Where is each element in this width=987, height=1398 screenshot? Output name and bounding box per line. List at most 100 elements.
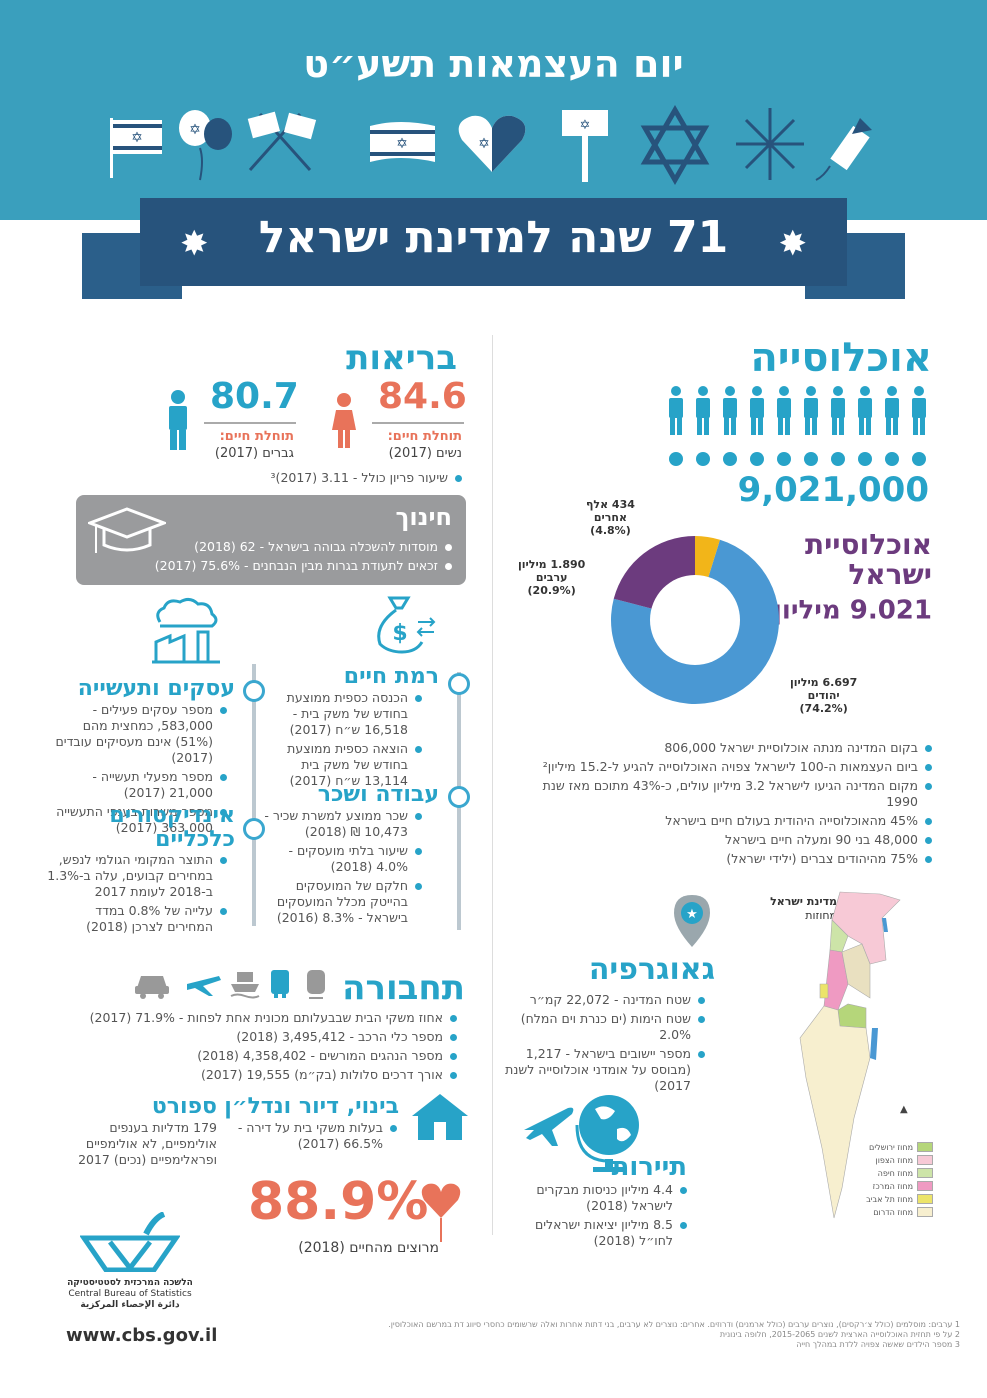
legend-swatch [917, 1168, 933, 1178]
banner-title: 71 שנה למדינת ישראל [258, 212, 729, 263]
legend-label: מחוז תל אביב [866, 1194, 913, 1204]
heart-balloon-icon [421, 1183, 461, 1242]
population-facts: בקום המדינה מנתה אוכלוסיית ישראל 806,000… [532, 740, 932, 870]
svg-text:$: $ [392, 621, 407, 646]
underline [372, 422, 464, 424]
legend-label: מחוז חיפה [877, 1168, 913, 1178]
train-icon [307, 970, 325, 999]
fact-item: 75% מהיהודים צברים (ילידי ישראל) [532, 851, 932, 867]
population-subtitle-value: 9.021 מיליון [772, 595, 932, 626]
donut-label-arabs: 1.890 מיליון ערבים (20.9%) [518, 558, 585, 597]
graduation-cap-icon [88, 507, 166, 553]
map-pin-icon: ★ [674, 895, 710, 947]
women-sub: נשים (2017) [388, 446, 462, 461]
transport-item: מספר כלי הרכב - 3,495,412 (2018) [37, 1029, 457, 1045]
factory-icon [152, 597, 220, 664]
israel-map [799, 891, 901, 1219]
tourism-item: 8.5 מיליון יציאות ישראלים לחו״ל (2018) [507, 1217, 687, 1249]
economy-items: התוצר המקומי הגולמי לנפש, במחירים קבועים… [47, 852, 227, 938]
women-caption: תוחלת חיים: נשים (2017) [388, 428, 462, 462]
website-link[interactable]: www.cbs.gov.il [66, 1325, 218, 1346]
fact-item: 48,000 בני 90 ומעלה חיים בישראל [532, 832, 932, 848]
cbs-logo-text: הלשכה המרכזית לסטטיסטיקה Central Bureau … [60, 1278, 200, 1311]
sport-title: ספורט [151, 1094, 217, 1119]
column-divider [492, 335, 493, 1235]
ship-icon [230, 972, 260, 999]
jerusalem-district [837, 1003, 867, 1029]
health-title: בריאות [346, 338, 457, 378]
airplane-icon [524, 1107, 574, 1146]
population-subtitle-2: ישראל [848, 558, 932, 591]
cbs-logo-icon [80, 1212, 180, 1272]
tourism-title: תיירות [611, 1152, 687, 1182]
population-title: אוכלוסייה [750, 335, 932, 381]
map-title-block: מדינת ישראל מחוזות [770, 895, 837, 923]
donut-label-others: 434 אלף אחרים (4.8%) [586, 498, 635, 537]
fact-item: 45% מהאוכלוסייה היהודית בעולם חיים בישרא… [532, 813, 932, 829]
legend-row: מחוז הצפון [843, 1155, 933, 1165]
tourism-item: 4.4 מיליון כניסות מבקרים לישראל (2018) [507, 1182, 687, 1214]
education-items: מוסדות להשכלה גבוהה בישראל - 62 (2018) ז… [92, 539, 452, 577]
legend-swatch [917, 1155, 933, 1165]
tourism-items: 4.4 מיליון כניסות מבקרים לישראל (2018) 8… [507, 1182, 687, 1252]
economy-title: אינדיקטורים כלכליים [109, 804, 235, 852]
work-item: שכר ממוצע למשרת שכיר - 10,473 ₪ (2018) [257, 808, 422, 840]
judea-samaria [841, 943, 871, 999]
arabs-label: ערבים [535, 571, 568, 584]
fact-item: מקום המדינה הגיעו לישראל 3.2 מיליון עולי… [532, 778, 932, 810]
jews-label: יהודים [807, 689, 840, 702]
money-bag-icon: $ [377, 596, 436, 654]
waving-flag-icon: ✡ [370, 122, 435, 162]
education-item: זכאים לתעודת בגרות מבין הנבחנים - 75.6% … [92, 558, 452, 574]
svg-text:★: ★ [686, 907, 698, 922]
footnote-3: 3 מספר הילדים שאשה צפויה ללדת במהלך חייה [796, 1340, 960, 1349]
economy-item: התוצר המקומי הגולמי לנפש, במחירים קבועים… [47, 852, 227, 900]
crossed-flags-icon [247, 111, 317, 171]
holiday-icons-row: ✡ ✡ ✡ ✡ ✡ [110, 104, 872, 186]
business-items: מספר עסקים פעילים - 583,000, כמחצית מהם … [47, 702, 227, 839]
work-item: חלקם של המועסקים בהייטק מכלל המועסקים בי… [257, 878, 422, 926]
woman-icon [332, 393, 356, 448]
housing-item: בעלות משקי בית על דירה - 66.5% (2017) [237, 1120, 397, 1152]
fact-item: ביום העצמאות ה-100 לישראל צפויה האוכלוסי… [532, 759, 932, 775]
economy-item: עלייה של 0.8% במדד המחירים לצרכן (2018) [47, 903, 227, 935]
fertility-rate: שיעור פריון כולל - 3.11 (2017)³ [162, 470, 462, 486]
legend-row: מחוז המרכז [843, 1181, 933, 1191]
cbs-name-en: Central Bureau of Statistics [68, 1289, 192, 1299]
bus-icon [271, 970, 289, 998]
svg-text:✡: ✡ [478, 136, 490, 152]
transport-item: מספר הנהגים המורשים - 4,358,402 (2018) [37, 1048, 457, 1064]
dot-icons [669, 452, 926, 466]
house-icon [412, 1094, 468, 1140]
timeline-node [243, 818, 265, 840]
donut-label-jews: 6.697 מיליון יהודים (74.2%) [790, 676, 857, 715]
flag-icon: ✡ [110, 118, 162, 178]
arabs-value: 1.890 מיליון [518, 558, 586, 571]
tel-aviv-district [819, 983, 829, 999]
population-subtitle-block: אוכלוסיית ישראל 9.021 מיליון1 [765, 530, 932, 626]
legend-label: מחוז המרכז [872, 1181, 913, 1191]
legend-label: מחוז הדרום [873, 1207, 913, 1217]
transport-items: אחוז משקי הבית שבבעלותם מכונית אחת לפחות… [37, 1010, 457, 1086]
others-label: אחרים [593, 511, 627, 524]
transport-item: אחוז משקי הבית שבבעלותם מכונית אחת לפחות… [37, 1010, 457, 1026]
legend-swatch [917, 1194, 933, 1204]
fact-item: בקום המדינה מנתה אוכלוסיית ישראל 806,000 [532, 740, 932, 756]
economy-title-2: כלכליים [155, 827, 235, 852]
economy-title-1: אינדיקטורים [109, 803, 235, 828]
legend-swatch [917, 1142, 933, 1152]
heart-flag-icon: ✡ [458, 115, 526, 172]
population-total: 9,021,000 [737, 470, 929, 510]
timeline-left [252, 664, 256, 926]
footnotes: 1 ערבים: מוסלמים (כולל צ׳רקסים), נוצרים … [320, 1320, 960, 1350]
header [0, 0, 987, 220]
population-subtitle-1: אוכלוסיית [804, 528, 932, 561]
north-district [831, 891, 901, 965]
banner: ✸ 71 שנה למדינת ישראל ✸ [140, 198, 847, 286]
geography-title: גאוגרפיה [588, 952, 715, 987]
car-icon [135, 976, 169, 999]
star-of-david-icon [640, 104, 710, 186]
svg-text:✡: ✡ [580, 118, 591, 133]
svg-text:✡: ✡ [396, 136, 408, 152]
business-title: עסקים ותעשייה [77, 676, 235, 701]
